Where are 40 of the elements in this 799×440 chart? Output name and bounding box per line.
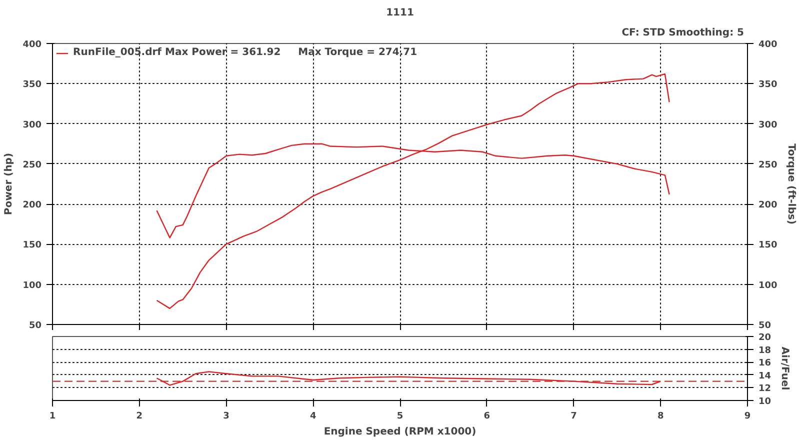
y2-tick-label: 150	[758, 240, 778, 251]
x-tick-label: 3	[223, 412, 230, 422]
y2-tick-label: 12	[758, 384, 772, 394]
y2-tick-label: 50	[758, 321, 772, 331]
x-tick-label: 2	[136, 412, 143, 422]
y-tick-label: 300	[22, 120, 42, 130]
y-tick-label: 350	[22, 80, 42, 90]
legend-label: RunFile_005.drf Max Power = 361.92 Max Torque = 274.71	[73, 47, 418, 58]
chart-title: 1111	[386, 8, 414, 18]
y-tick-label: 200	[22, 200, 42, 211]
x-tick-label: 1	[49, 412, 56, 422]
y2-tick-label: 16	[758, 358, 772, 369]
line-series	[156, 371, 662, 386]
line-series	[156, 73, 670, 310]
x-tick-label: 6	[484, 412, 490, 422]
y2-tick-label: 100	[758, 280, 778, 291]
y-tick-label: 100	[22, 280, 42, 291]
y-tick-label: 400	[22, 40, 42, 50]
y2-tick-label: 200	[758, 200, 778, 211]
y2-tick-label: 350	[758, 80, 778, 90]
y2-tick-label: 300	[758, 120, 778, 130]
y2-tick-label: 250	[758, 160, 778, 170]
x-tick-label: 9	[744, 412, 751, 422]
y2-axis-title: Air/Fuel	[779, 346, 790, 390]
y2-tick-label: 400	[758, 40, 778, 50]
y2-tick-label: 20	[758, 333, 772, 343]
y-tick-label: 50	[28, 321, 42, 331]
text: CF: STD Smoothing: 5	[622, 28, 744, 38]
y2-tick-label: 10	[758, 397, 772, 407]
y-tick-label: 150	[22, 240, 42, 251]
y2-tick-label: 14	[758, 371, 772, 382]
x-tick-label: 5	[396, 412, 404, 422]
x-tick-label: 8	[657, 412, 664, 422]
y2-axis-title: Torque (ft-lbs)	[785, 144, 796, 224]
x-tick-label: 7	[570, 412, 577, 422]
x-tick-label: 4	[310, 412, 316, 422]
y2-tick-label: 18	[758, 346, 772, 356]
y-tick-label: 250	[22, 160, 42, 170]
x-axis-title: Engine Speed (RPM x1000)	[324, 426, 476, 438]
y-axis-title: Power (hp)	[4, 152, 15, 216]
